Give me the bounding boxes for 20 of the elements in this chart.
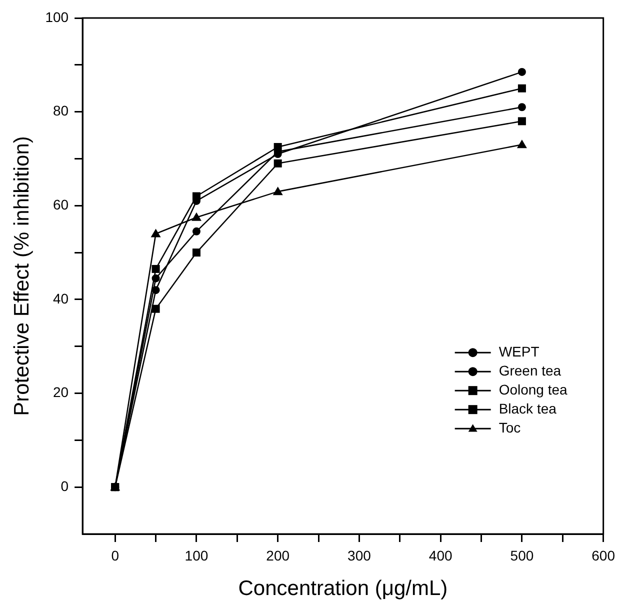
x-tick-label: 100 [184, 547, 208, 564]
y-axis-title: Protective Effect (% inhibition) [10, 136, 34, 416]
x-tick-label: 500 [510, 547, 534, 564]
legend-label: Toc [498, 419, 521, 436]
y-tick-label: 0 [60, 478, 69, 494]
x-tick-label: 400 [428, 547, 452, 564]
legend-label: WEPT [498, 343, 540, 360]
y-tick-label: 100 [45, 8, 69, 25]
y-tick-label: 80 [52, 102, 69, 119]
y-tick-label: 60 [52, 196, 69, 212]
legend-label: Oolong tea [498, 381, 568, 398]
y-tick-label: 40 [52, 290, 69, 306]
legend-label: Green tea [498, 362, 562, 378]
legend-label: Black tea [498, 400, 557, 416]
x-axis-title: Concentration (μg/mL) [238, 577, 448, 600]
x-tick-label: 200 [266, 547, 290, 564]
x-tick-label: 600 [592, 547, 616, 564]
x-tick-label: 300 [348, 547, 372, 564]
x-tick-label: 0 [111, 547, 120, 564]
y-tick-label: 20 [52, 384, 69, 400]
